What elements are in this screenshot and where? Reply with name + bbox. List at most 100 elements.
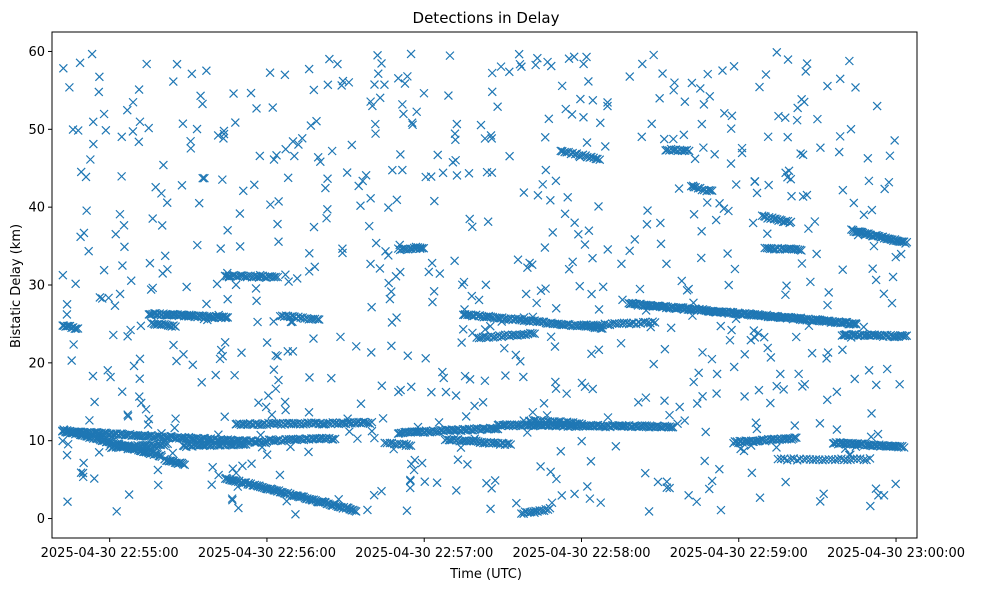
data-point xyxy=(120,242,129,252)
data-point xyxy=(71,279,81,289)
data-point xyxy=(144,123,154,133)
data-point xyxy=(493,102,503,112)
y-tick-label: 0 xyxy=(37,512,45,527)
data-point xyxy=(97,294,107,303)
data-point xyxy=(707,186,717,196)
data-point xyxy=(896,249,906,259)
x-tick-label: 2025-04-30 22:58:00 xyxy=(512,546,650,561)
data-point xyxy=(453,455,463,465)
data-point xyxy=(361,170,371,180)
data-point xyxy=(263,391,273,400)
data-point xyxy=(600,142,610,151)
data-point xyxy=(313,152,323,162)
data-point xyxy=(531,60,541,70)
y-axis: 0 10 20 30 40 50 60 xyxy=(28,45,52,527)
data-point xyxy=(271,418,281,428)
data-point xyxy=(207,480,217,490)
data-point xyxy=(707,476,717,486)
data-point xyxy=(246,88,256,98)
data-point xyxy=(71,324,81,334)
data-point xyxy=(478,397,488,407)
data-point xyxy=(153,480,163,490)
data-point xyxy=(838,265,848,275)
data-point xyxy=(419,243,429,253)
data-point xyxy=(787,191,796,201)
data-point xyxy=(692,497,702,507)
data-point xyxy=(58,63,68,73)
x-tick-label: 2025-04-30 23:00:00 xyxy=(827,546,965,561)
data-point xyxy=(573,229,583,239)
data-point xyxy=(64,82,74,92)
data-point xyxy=(582,482,592,491)
data-point xyxy=(356,201,365,211)
data-point xyxy=(653,477,663,487)
data-point xyxy=(532,53,542,63)
data-point xyxy=(513,255,523,265)
data-point xyxy=(280,270,290,280)
data-point xyxy=(424,267,434,277)
data-point xyxy=(567,109,577,119)
data-point xyxy=(69,340,79,349)
data-point xyxy=(545,195,555,205)
data-point xyxy=(186,143,196,153)
data-point xyxy=(187,69,197,79)
data-point xyxy=(160,251,170,261)
data-point xyxy=(419,88,429,98)
data-point xyxy=(63,497,72,507)
data-point xyxy=(780,290,790,300)
data-point xyxy=(170,423,180,433)
data-point xyxy=(312,116,321,126)
data-point xyxy=(470,434,480,444)
data-point xyxy=(432,478,442,488)
data-point xyxy=(795,454,805,464)
data-point xyxy=(223,294,233,304)
data-point xyxy=(762,229,772,239)
plot-area xyxy=(51,31,918,539)
data-point xyxy=(618,295,627,305)
x-tick-label: 2025-04-30 22:59:00 xyxy=(670,546,808,561)
data-point xyxy=(392,195,402,205)
data-point xyxy=(426,387,436,397)
data-point xyxy=(434,418,444,427)
data-point xyxy=(233,482,243,492)
data-point xyxy=(665,410,674,420)
data-point xyxy=(474,295,484,305)
data-point xyxy=(551,384,561,394)
data-point xyxy=(282,496,292,506)
data-point xyxy=(539,398,549,408)
data-point xyxy=(665,422,675,431)
data-point xyxy=(662,483,672,493)
data-point xyxy=(237,348,246,358)
data-point xyxy=(703,69,713,79)
data-point xyxy=(144,443,154,453)
data-point xyxy=(696,253,706,263)
data-point xyxy=(689,209,699,219)
data-point xyxy=(470,401,480,411)
data-point xyxy=(136,321,146,331)
data-point xyxy=(444,91,453,101)
data-point xyxy=(851,319,861,329)
data-point xyxy=(575,94,585,104)
data-point xyxy=(594,345,604,355)
data-point xyxy=(405,476,415,486)
data-point xyxy=(145,258,155,268)
data-point xyxy=(62,299,72,309)
data-point xyxy=(214,470,224,480)
data-point xyxy=(452,119,462,129)
data-point xyxy=(643,206,652,215)
data-point xyxy=(198,99,207,109)
data-point xyxy=(128,97,138,107)
data-point xyxy=(698,391,708,401)
data-point xyxy=(286,317,296,327)
data-point xyxy=(363,505,372,515)
data-point xyxy=(666,323,676,333)
data-point xyxy=(356,399,366,409)
data-point xyxy=(617,259,626,269)
data-point xyxy=(840,444,850,454)
data-point xyxy=(849,198,859,208)
data-point xyxy=(451,391,461,400)
data-point xyxy=(793,245,803,255)
data-point xyxy=(662,259,671,269)
data-point xyxy=(699,100,709,109)
data-point xyxy=(853,230,863,240)
